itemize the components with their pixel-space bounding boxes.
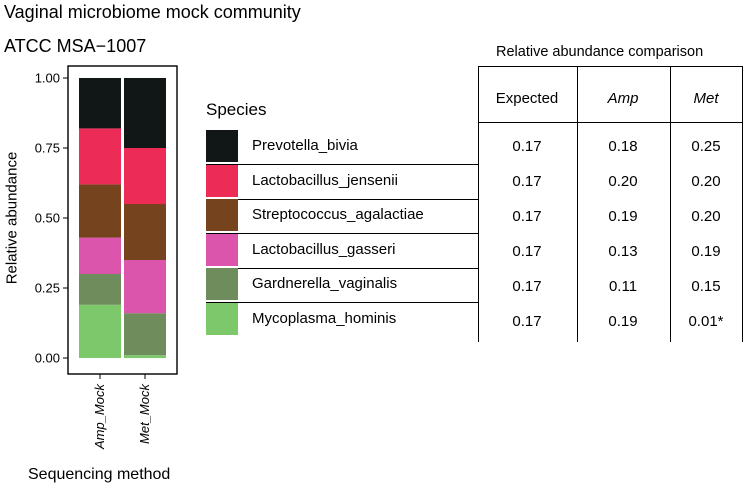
legend-label: Streptococcus_agalactiae bbox=[252, 206, 424, 223]
table-header-rule bbox=[478, 122, 742, 123]
table-cell: 0.20 bbox=[608, 173, 638, 190]
table-column-rule bbox=[742, 66, 743, 342]
table-column-rule bbox=[478, 66, 479, 342]
legend-swatch bbox=[206, 130, 238, 162]
y-tick-label: 0.75 bbox=[35, 141, 60, 156]
table-top-rule bbox=[478, 66, 742, 67]
table-cell: 0.20 bbox=[691, 173, 721, 190]
table-cell: 0.18 bbox=[608, 138, 638, 155]
legend-label: Lactobacillus_jensenii bbox=[252, 171, 398, 189]
bar-segment bbox=[124, 204, 166, 260]
bar-segment bbox=[124, 260, 166, 314]
table-column-header: Expected bbox=[495, 90, 559, 107]
legend-row-separator bbox=[206, 233, 478, 234]
table-cell: 0.13 bbox=[608, 243, 638, 260]
legend-item: Gardnerella_vaginalis bbox=[206, 268, 478, 303]
chart-title: Vaginal microbiome mock community bbox=[4, 2, 301, 22]
legend-item: Streptococcus_agalactiae bbox=[206, 199, 478, 234]
legend-label: Gardnerella_vaginalis bbox=[252, 275, 398, 292]
table-cell: 0.19 bbox=[608, 313, 638, 330]
bar-segment bbox=[79, 78, 121, 129]
bar-segment bbox=[79, 184, 121, 238]
legend-swatch bbox=[206, 268, 238, 300]
table-cell: 0.17 bbox=[512, 138, 542, 155]
table-cell: 0.01* bbox=[688, 313, 724, 330]
legend-item: Lactobacillus_jensenii bbox=[206, 164, 478, 200]
table-cell: 0.17 bbox=[512, 173, 542, 190]
bar-segment bbox=[124, 148, 166, 204]
bar-segment bbox=[79, 128, 121, 185]
legend-row-separator bbox=[206, 164, 478, 165]
table-column-header: Amp bbox=[607, 90, 639, 107]
table-cell: 0.17 bbox=[512, 208, 542, 225]
chart-subtitle: ATCC MSA−1007 bbox=[4, 36, 147, 56]
legend-label: Prevotella_bivia bbox=[252, 137, 358, 154]
legend-item: Prevotella_bivia bbox=[206, 130, 478, 165]
y-tick-label: 0.25 bbox=[35, 281, 60, 296]
table-cell: 0.19 bbox=[608, 208, 638, 225]
legend-title: Species bbox=[206, 100, 267, 119]
table-column-header: Met bbox=[693, 90, 719, 107]
table-cell: 0.15 bbox=[691, 278, 721, 295]
legend-item: Lactobacillus_gasseri bbox=[206, 233, 478, 269]
legend-swatch bbox=[206, 164, 238, 197]
legend-label: Lactobacillus_gasseri bbox=[252, 240, 396, 258]
bar-segment bbox=[79, 304, 121, 358]
table-cell: 0.11 bbox=[608, 278, 638, 295]
bar-segment bbox=[124, 78, 166, 148]
table-column-rule bbox=[670, 66, 671, 342]
legend-item: Mycoplasma_hominis bbox=[206, 302, 478, 337]
x-tick-label: Amp_Mock bbox=[92, 383, 107, 451]
table-cell: 0.17 bbox=[512, 243, 542, 260]
table-cell: 0.19 bbox=[691, 243, 721, 260]
y-tick-label: 0.50 bbox=[35, 211, 60, 226]
table-cell: 0.20 bbox=[691, 208, 721, 225]
y-tick-label: 1.00 bbox=[35, 71, 60, 86]
legend-swatch bbox=[206, 199, 238, 231]
legend-row-separator bbox=[206, 267, 478, 269]
table-column-rule bbox=[577, 66, 578, 342]
x-tick-label: Met_Mock bbox=[137, 383, 152, 444]
table-title: Relative abundance comparison bbox=[496, 44, 704, 60]
bar-segment bbox=[124, 313, 166, 356]
legend-label: Mycoplasma_hominis bbox=[252, 309, 397, 327]
x-axis-label: Sequencing method bbox=[28, 466, 171, 483]
stacked-bar-plot: 0.00 0.25 0.50 0.75 1.00 Amp_Mock Met_Mock bbox=[35, 65, 178, 451]
table-cell: 0.17 bbox=[512, 278, 542, 295]
table-cell: 0.25 bbox=[691, 138, 721, 155]
legend-swatch bbox=[206, 233, 238, 266]
plot-panel bbox=[67, 65, 178, 375]
legend-swatch bbox=[206, 302, 238, 335]
bar-segment bbox=[79, 237, 121, 274]
legend-row-separator bbox=[206, 198, 478, 200]
table-cell: 0.17 bbox=[512, 313, 542, 330]
y-tick-label: 0.00 bbox=[35, 351, 60, 366]
y-axis-label: Relative abundance bbox=[3, 151, 21, 285]
bar-segment bbox=[79, 274, 121, 305]
legend-row-separator bbox=[206, 302, 478, 303]
bar-segment bbox=[124, 355, 166, 358]
